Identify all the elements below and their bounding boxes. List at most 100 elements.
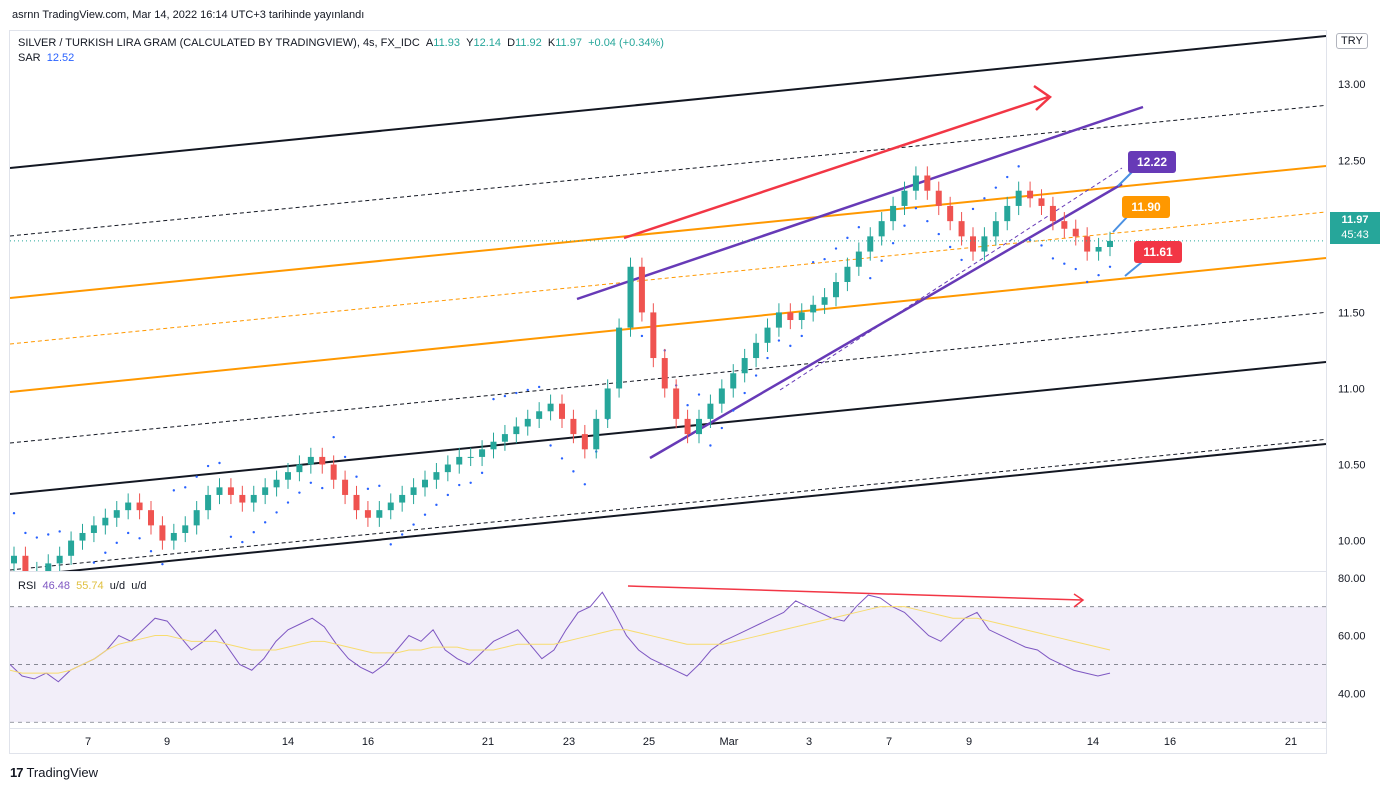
sar-dot <box>537 385 541 389</box>
price-tick-label: 12.50 <box>1338 155 1366 167</box>
candle-body <box>616 327 623 389</box>
bar-countdown: 45:43 <box>1341 229 1369 241</box>
channel-orange-line <box>10 257 1326 393</box>
sar-dot <box>309 481 313 484</box>
sar-dot <box>880 259 883 262</box>
annotation-label-red[interactable]: 11.61 <box>1134 241 1182 263</box>
candle-body <box>250 494 257 503</box>
change-value: +0.04 (+0.34%) <box>588 37 664 49</box>
candle-body <box>422 479 428 488</box>
candle-body <box>741 358 748 374</box>
sar-dot <box>811 261 815 264</box>
sar-dot <box>389 543 392 546</box>
candle-body <box>1072 228 1079 237</box>
candle-body <box>319 456 326 465</box>
candle-body <box>11 555 17 564</box>
sar-dot <box>1063 262 1066 265</box>
brand-name: TradingView <box>26 765 99 780</box>
candle-body <box>798 312 805 321</box>
sar-dot <box>1108 265 1112 268</box>
candle-body <box>890 205 897 222</box>
sar-dot <box>332 435 335 439</box>
candle-body <box>399 494 406 503</box>
candle-body <box>1107 240 1113 247</box>
time-tick-label: 14 <box>282 736 294 748</box>
candle-body <box>764 327 771 343</box>
candle-body <box>935 190 942 206</box>
sar-dot <box>195 475 198 478</box>
sar-dot <box>572 470 575 473</box>
time-tick-label: 14 <box>1087 736 1099 748</box>
time-tick-label: 9 <box>164 736 170 748</box>
sar-dot <box>275 511 278 514</box>
candle-body <box>833 281 839 298</box>
channel-dashed-line <box>10 438 1326 571</box>
sar-dot <box>983 197 986 200</box>
sar-dot <box>789 344 792 348</box>
candle-body <box>992 221 999 237</box>
low-label: D <box>507 37 516 49</box>
candle-body <box>661 358 668 389</box>
candle-body <box>387 502 394 511</box>
time-tick-label: 16 <box>362 736 374 748</box>
sar-dot <box>378 484 381 488</box>
current-price-badge: 11.97 45:43 <box>1330 212 1380 244</box>
candle-body <box>125 502 132 511</box>
candle-body <box>410 487 417 495</box>
sar-dot <box>218 461 221 465</box>
candle-body <box>364 510 371 518</box>
candle-body <box>924 175 931 191</box>
rsi-label: RSI <box>18 580 37 592</box>
sar-dot <box>1040 244 1043 247</box>
candle-body <box>707 403 714 419</box>
sar-dot <box>263 521 267 524</box>
time-tick-label: 25 <box>643 736 655 748</box>
time-tick-label: 16 <box>1164 736 1176 748</box>
trend-arrow-price <box>623 95 1049 240</box>
rsi-ma-line <box>10 606 1111 674</box>
candle-body <box>1084 236 1091 252</box>
candle-body <box>821 297 828 305</box>
candle-body <box>947 205 954 222</box>
candle-body <box>170 532 177 541</box>
sar-dot <box>492 397 495 401</box>
candle-body <box>559 403 565 419</box>
channel-black-line <box>10 361 1326 495</box>
sar-dot <box>161 562 164 566</box>
candle-body <box>867 236 874 252</box>
annotation-connector <box>1124 261 1143 277</box>
candle-body <box>627 266 634 328</box>
sar-dot <box>960 258 963 262</box>
sar-dot <box>560 457 564 460</box>
close-value: 11.97 <box>555 37 582 49</box>
currency-label[interactable]: TRY <box>1336 33 1368 49</box>
sar-dot <box>549 444 552 447</box>
candle-body <box>547 403 554 412</box>
candle-body <box>810 304 817 313</box>
channel-orange-line <box>10 165 1326 299</box>
price-tick-label: 11.00 <box>1338 383 1365 395</box>
annotation-label-orange[interactable]: 11.90 <box>1122 196 1170 218</box>
candle-body <box>444 464 451 473</box>
sar-dot <box>766 356 769 360</box>
footer-brand[interactable]: 17 TradingView <box>10 765 98 780</box>
candle-body <box>307 456 314 465</box>
candle-body <box>239 494 246 503</box>
sar-value: 12.52 <box>46 52 75 64</box>
arrow-head-icon <box>1033 84 1052 111</box>
candle-body <box>775 312 782 328</box>
annotation-label-purple[interactable]: 12.22 <box>1128 151 1176 173</box>
sar-dot <box>732 409 735 412</box>
candle-body <box>855 251 862 267</box>
time-tick-label: 3 <box>806 736 812 748</box>
publish-info: asrnn TradingView.com, Mar 14, 2022 16:1… <box>12 9 365 21</box>
sar-dot <box>286 501 290 504</box>
rsi-tick-label: 40.00 <box>1338 688 1366 700</box>
sar-dot <box>446 493 450 497</box>
sar-dot <box>1074 267 1077 271</box>
rsi-value: 46.48 <box>42 580 70 592</box>
sar-dot <box>469 481 472 484</box>
candle-body <box>958 221 965 237</box>
sar-dot <box>104 551 107 554</box>
